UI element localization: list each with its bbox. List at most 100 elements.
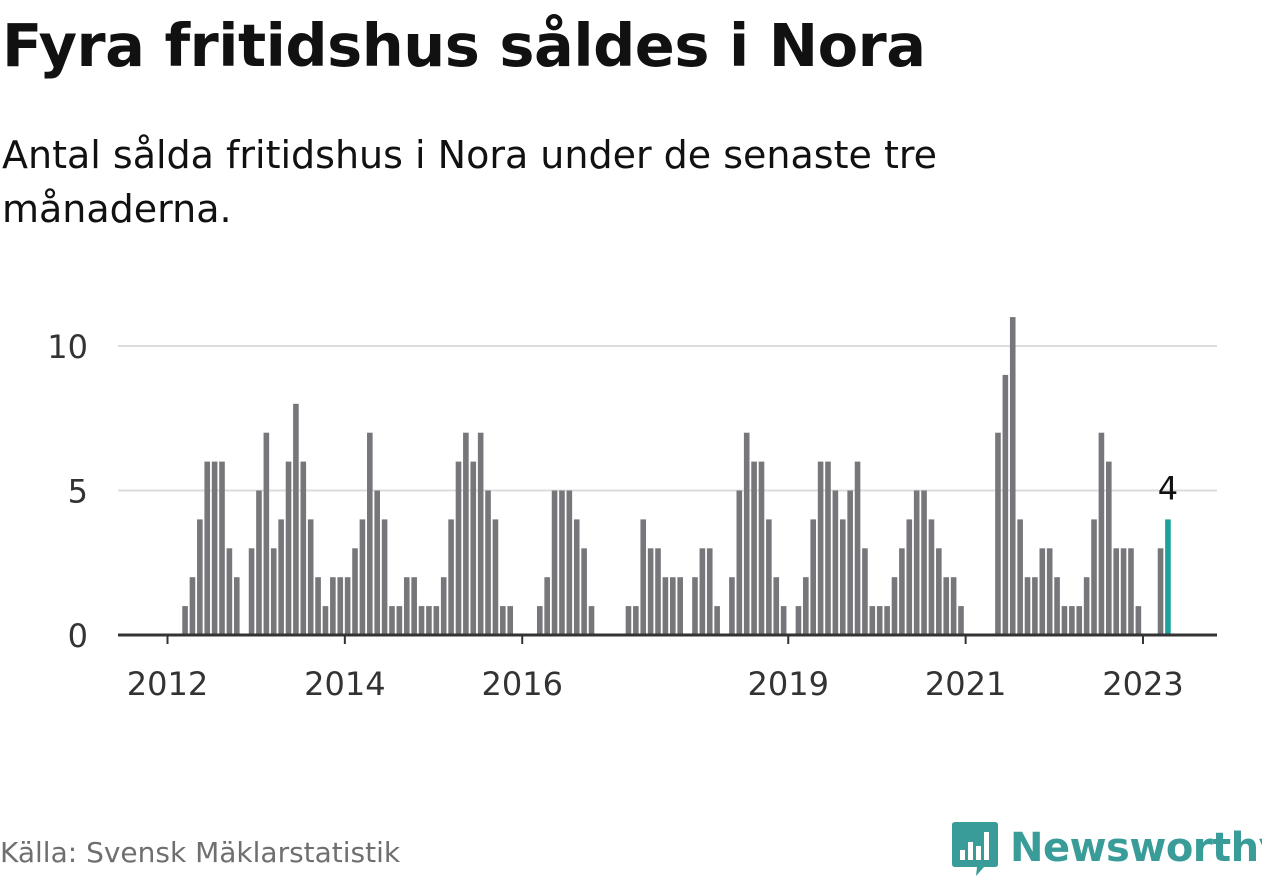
bar — [189, 577, 196, 635]
bar — [795, 606, 802, 635]
bar — [1106, 461, 1112, 635]
bar — [389, 606, 395, 635]
bar — [1024, 577, 1031, 635]
bar — [736, 490, 743, 635]
bar — [995, 432, 1001, 635]
x-tick-label: 2023 — [1102, 665, 1183, 703]
bar — [330, 577, 336, 635]
bar — [263, 432, 270, 635]
bar — [337, 577, 344, 635]
bar — [507, 606, 514, 635]
bar — [300, 461, 307, 635]
bar — [699, 548, 706, 635]
bar — [862, 548, 868, 635]
y-tick-label: 10 — [47, 328, 88, 366]
bar — [500, 606, 506, 635]
newsworthy-logo: Newsworthy — [950, 818, 1262, 878]
bar — [817, 461, 824, 635]
bar — [278, 519, 284, 635]
bar — [396, 606, 403, 635]
bar — [1009, 317, 1016, 635]
bar — [233, 577, 240, 635]
bar — [670, 577, 676, 635]
bar — [1039, 548, 1046, 635]
data-label: 4 — [1158, 469, 1178, 507]
bar — [344, 577, 351, 635]
y-tick-label: 0 — [68, 617, 88, 655]
bar — [884, 606, 890, 635]
bar — [226, 548, 233, 635]
bar — [197, 519, 203, 635]
x-tick-label: 2016 — [482, 665, 563, 703]
bar — [204, 461, 211, 635]
bar — [803, 577, 809, 635]
bar — [182, 606, 188, 635]
bar — [1157, 548, 1164, 635]
x-tick-label: 2019 — [748, 665, 829, 703]
bar — [485, 490, 491, 635]
bar — [1076, 606, 1083, 635]
bar — [426, 606, 432, 635]
x-axis: 2012 2014 2016 2019 2021 2023 — [118, 633, 1217, 703]
bar — [315, 577, 321, 635]
bar — [248, 548, 255, 635]
bar — [869, 606, 876, 635]
bar — [729, 577, 735, 635]
bar — [677, 577, 683, 635]
bar — [825, 461, 831, 635]
bar — [322, 606, 329, 635]
bar — [1069, 606, 1075, 635]
bar — [1083, 577, 1090, 635]
bar — [906, 519, 913, 635]
source-note: Källa: Svensk Mäklarstatistik — [0, 836, 401, 869]
bar — [455, 461, 462, 635]
bar — [1098, 432, 1105, 635]
x-tick-label: 2012 — [127, 665, 208, 703]
bar — [367, 432, 373, 635]
gridlines — [118, 345, 1217, 492]
x-tick-label: 2021 — [925, 665, 1006, 703]
bar — [440, 577, 447, 635]
bar — [1046, 548, 1053, 635]
bar — [403, 577, 410, 635]
bar — [463, 432, 469, 635]
bar — [1128, 548, 1134, 635]
bar — [758, 461, 765, 635]
bar — [958, 606, 964, 635]
bar — [921, 490, 927, 635]
bar — [293, 403, 299, 635]
bars — [182, 317, 1171, 635]
bar — [950, 577, 957, 635]
bar — [743, 432, 750, 635]
bar — [1032, 577, 1038, 635]
bar — [1091, 519, 1097, 635]
bar — [847, 490, 853, 635]
bar — [581, 548, 587, 635]
bar — [219, 461, 225, 635]
bar — [640, 519, 647, 635]
bar — [891, 577, 898, 635]
bar — [1017, 519, 1023, 635]
brand-name: Newsworthy — [1010, 825, 1262, 871]
bar — [1120, 548, 1127, 635]
bar — [573, 519, 580, 635]
bar — [625, 606, 632, 635]
y-axis-ticks: 0 5 10 — [47, 328, 88, 655]
bar — [448, 519, 454, 635]
bar-chart: 0 5 10 2012 2014 2016 2019 2021 2023 4 — [47, 317, 1217, 703]
bar — [655, 548, 661, 635]
bar — [1061, 606, 1068, 635]
newsworthy-logo-icon — [952, 822, 998, 876]
bar — [780, 606, 787, 635]
bar — [936, 548, 942, 635]
bar — [211, 461, 218, 635]
bar — [285, 461, 292, 635]
bar — [876, 606, 883, 635]
bar — [662, 577, 669, 635]
bar — [307, 519, 314, 635]
bar — [544, 577, 550, 635]
bar-highlight — [1165, 519, 1171, 635]
bar — [477, 432, 484, 635]
bar — [854, 461, 861, 635]
bar — [706, 548, 713, 635]
